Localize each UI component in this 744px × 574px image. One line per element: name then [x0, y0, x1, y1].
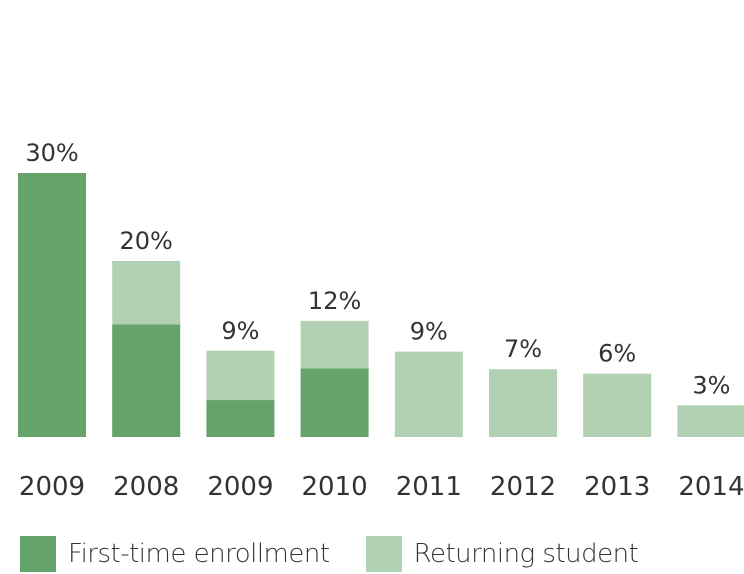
bar-first-time-1 [112, 324, 181, 437]
bar-returning-4 [394, 351, 463, 437]
bar-returning-7 [677, 405, 744, 437]
legend-label-first-time: First-time enrollment [68, 539, 330, 569]
bar-returning-1 [112, 261, 181, 325]
x-tick-label-2: 2009 [207, 472, 273, 502]
legend-item-returning: Returning student [365, 536, 639, 572]
x-tick-label-3: 2010 [302, 472, 368, 502]
bar-chart: 30% 20% 9% 12% 9% 7% 6% 3% 2009 2008 2009 2010 2011… [18, 139, 744, 502]
bar-returning-2 [206, 350, 275, 401]
legend-swatch-returning [365, 536, 402, 572]
legend: First-time enrollment Returning student [20, 536, 674, 572]
value-label-2: 9% [221, 317, 259, 345]
x-tick-label-6: 2013 [584, 472, 650, 502]
bar-first-time-0 [18, 173, 86, 437]
bar-returning-3 [300, 320, 369, 369]
value-label-5: 7% [504, 335, 542, 363]
value-label-6: 6% [598, 340, 636, 368]
legend-swatch-first-time [20, 536, 56, 572]
bar-first-time-3 [300, 368, 369, 437]
bar-first-time-2 [206, 400, 275, 437]
x-tick-label-4: 2011 [396, 472, 462, 502]
legend-label-returning: Returning student [413, 539, 639, 569]
legend-item-first-time: First-time enrollment [20, 536, 330, 572]
x-axis-labels: 2009 2008 2009 2010 2011 2012 2013 2014 [19, 472, 744, 502]
value-label-7: 3% [692, 371, 730, 399]
x-tick-label-1: 2008 [113, 472, 179, 502]
bar-returning-5 [489, 369, 557, 437]
value-label-0: 30% [25, 139, 78, 167]
x-tick-label-5: 2012 [490, 472, 556, 502]
bar-returning-6 [583, 373, 652, 437]
value-label-1: 20% [120, 227, 173, 255]
value-labels-group: 30% 20% 9% 12% 9% 7% 6% 3% [25, 139, 730, 399]
x-tick-label-7: 2014 [678, 472, 744, 502]
value-label-3: 12% [308, 287, 361, 315]
bars-group [18, 173, 744, 437]
value-label-4: 9% [410, 318, 448, 346]
x-tick-label-0: 2009 [19, 472, 85, 502]
